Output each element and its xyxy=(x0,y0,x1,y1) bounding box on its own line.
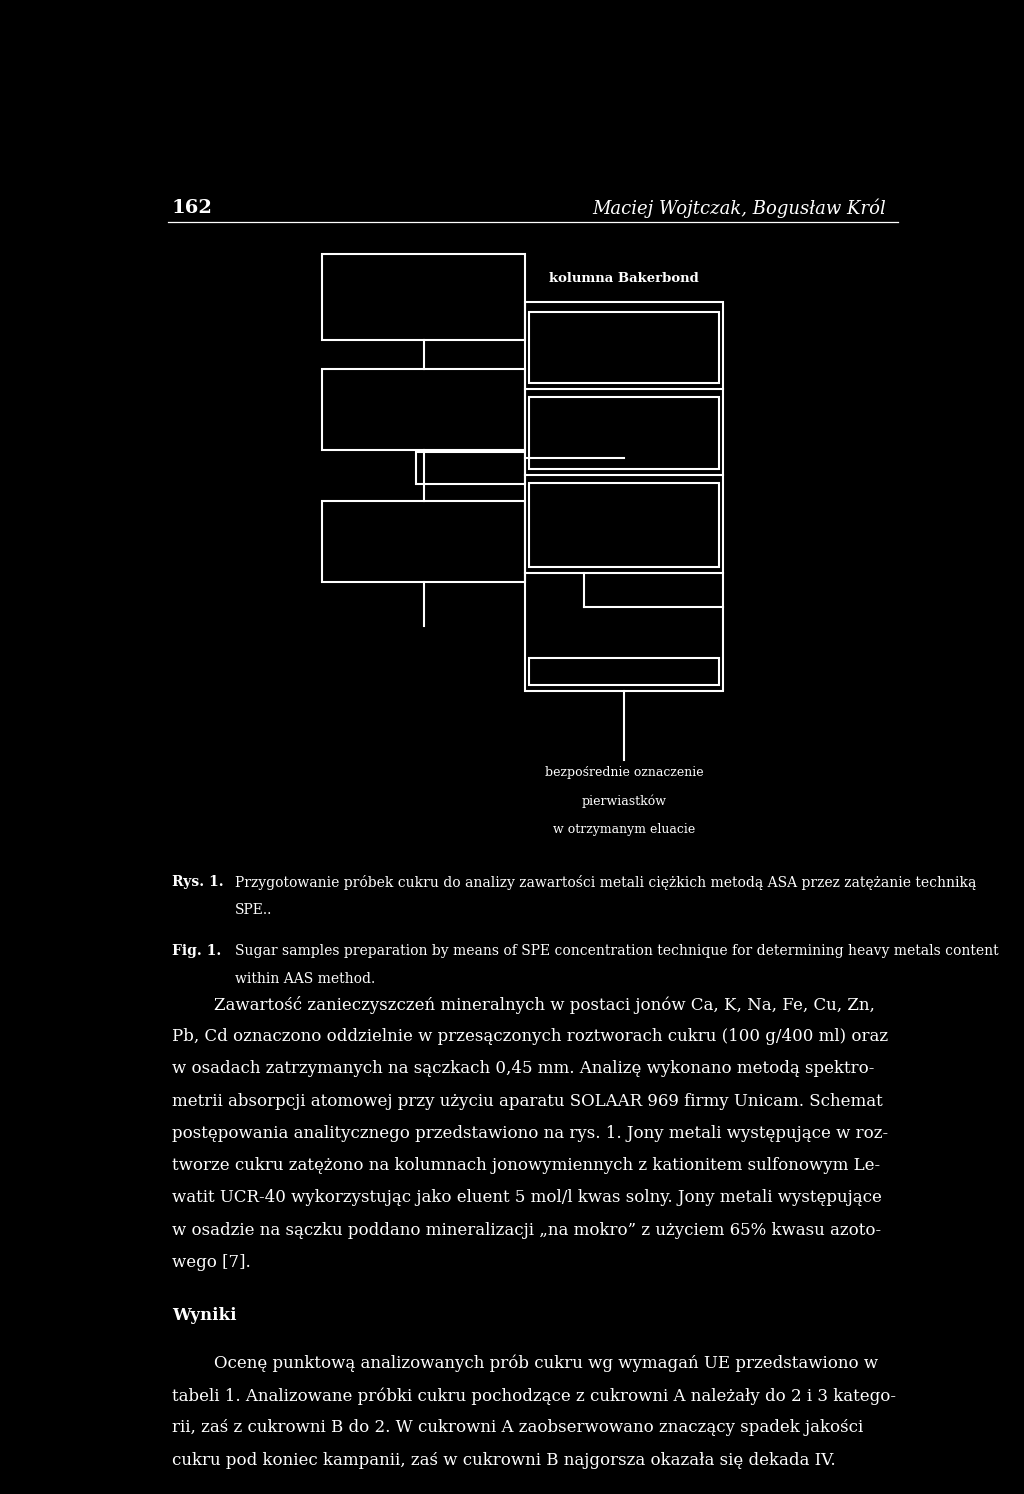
Text: 162: 162 xyxy=(172,199,213,217)
Text: w osadach zatrzymanych na sączkach 0,45 mm. Analizę wykonano metodą spektro-: w osadach zatrzymanych na sączkach 0,45 … xyxy=(172,1061,874,1077)
Bar xyxy=(323,254,525,341)
Text: cukru pod koniec kampanii, zaś w cukrowni B najgorsza okazała się dekada IV.: cukru pod koniec kampanii, zaś w cukrown… xyxy=(172,1452,836,1469)
Text: metrii absorpcji atomowej przy użyciu aparatu SOLAAR 969 firmy Unicam. Schemat: metrii absorpcji atomowej przy użyciu ap… xyxy=(172,1092,883,1110)
Text: w otrzymanym eluacie: w otrzymanym eluacie xyxy=(553,823,695,837)
Text: within AAS method.: within AAS method. xyxy=(236,973,376,986)
Text: wego [7].: wego [7]. xyxy=(172,1253,251,1271)
Text: Zawartość zanieczyszczeń mineralnych w postaci jonów Ca, K, Na, Fe, Cu, Zn,: Zawartość zanieczyszczeń mineralnych w p… xyxy=(172,996,874,1014)
Bar xyxy=(528,657,719,686)
Text: bezpośrednie oznaczenie: bezpośrednie oznaczenie xyxy=(545,766,703,778)
Bar xyxy=(528,483,719,566)
Text: Sugar samples preparation by means of SPE concentration technique for determinin: Sugar samples preparation by means of SP… xyxy=(236,944,998,958)
Text: Rys. 1.: Rys. 1. xyxy=(172,875,223,889)
Text: Fig. 1.: Fig. 1. xyxy=(172,944,221,958)
Text: Maciej Wojtczak, Bogusław Król: Maciej Wojtczak, Bogusław Król xyxy=(592,199,886,218)
Text: Przygotowanie próbek cukru do analizy zawartości metali ciężkich metodą ASA prze: Przygotowanie próbek cukru do analizy za… xyxy=(236,875,977,890)
Text: tworze cukru zatężono na kolumnach jonowymiennych z kationitem sulfonowym Le-: tworze cukru zatężono na kolumnach jonow… xyxy=(172,1158,880,1174)
Bar xyxy=(323,369,525,450)
Bar xyxy=(416,451,525,484)
Bar xyxy=(323,502,525,583)
Text: postępowania analitycznego przedstawiono na rys. 1. Jony metali występujące w ro: postępowania analitycznego przedstawiono… xyxy=(172,1125,888,1141)
Text: watit UCR-40 wykorzystując jako eluent 5 mol/l kwas solny. Jony metali występują: watit UCR-40 wykorzystując jako eluent 5… xyxy=(172,1189,882,1206)
Text: rii, zaś z cukrowni B do 2. W cukrowni A zaobserwowano znaczący spadek jakości: rii, zaś z cukrowni B do 2. W cukrowni A… xyxy=(172,1419,863,1436)
Text: Wyniki: Wyniki xyxy=(172,1307,237,1324)
Text: w osadzie na sączku poddano mineralizacji „na mokro” z użyciem 65% kwasu azoto-: w osadzie na sączku poddano mineralizacj… xyxy=(172,1222,881,1239)
Text: Pb, Cd oznaczono oddzielnie w przesączonych roztworach cukru (100 g/400 ml) oraz: Pb, Cd oznaczono oddzielnie w przesączon… xyxy=(172,1028,888,1046)
Text: pierwiastków: pierwiastków xyxy=(582,795,667,808)
Bar xyxy=(524,302,723,692)
Text: SPE..: SPE.. xyxy=(236,902,272,917)
Bar xyxy=(528,397,719,469)
Text: tabeli 1. Analizowane próbki cukru pochodzące z cukrowni A należały do 2 i 3 kat: tabeli 1. Analizowane próbki cukru pocho… xyxy=(172,1388,896,1404)
Bar xyxy=(528,312,719,382)
Text: kolumna Bakerbond: kolumna Bakerbond xyxy=(549,272,698,285)
Text: Ocenę punktową analizowanych prób cukru wg wymagań UE przedstawiono w: Ocenę punktową analizowanych prób cukru … xyxy=(172,1355,878,1373)
